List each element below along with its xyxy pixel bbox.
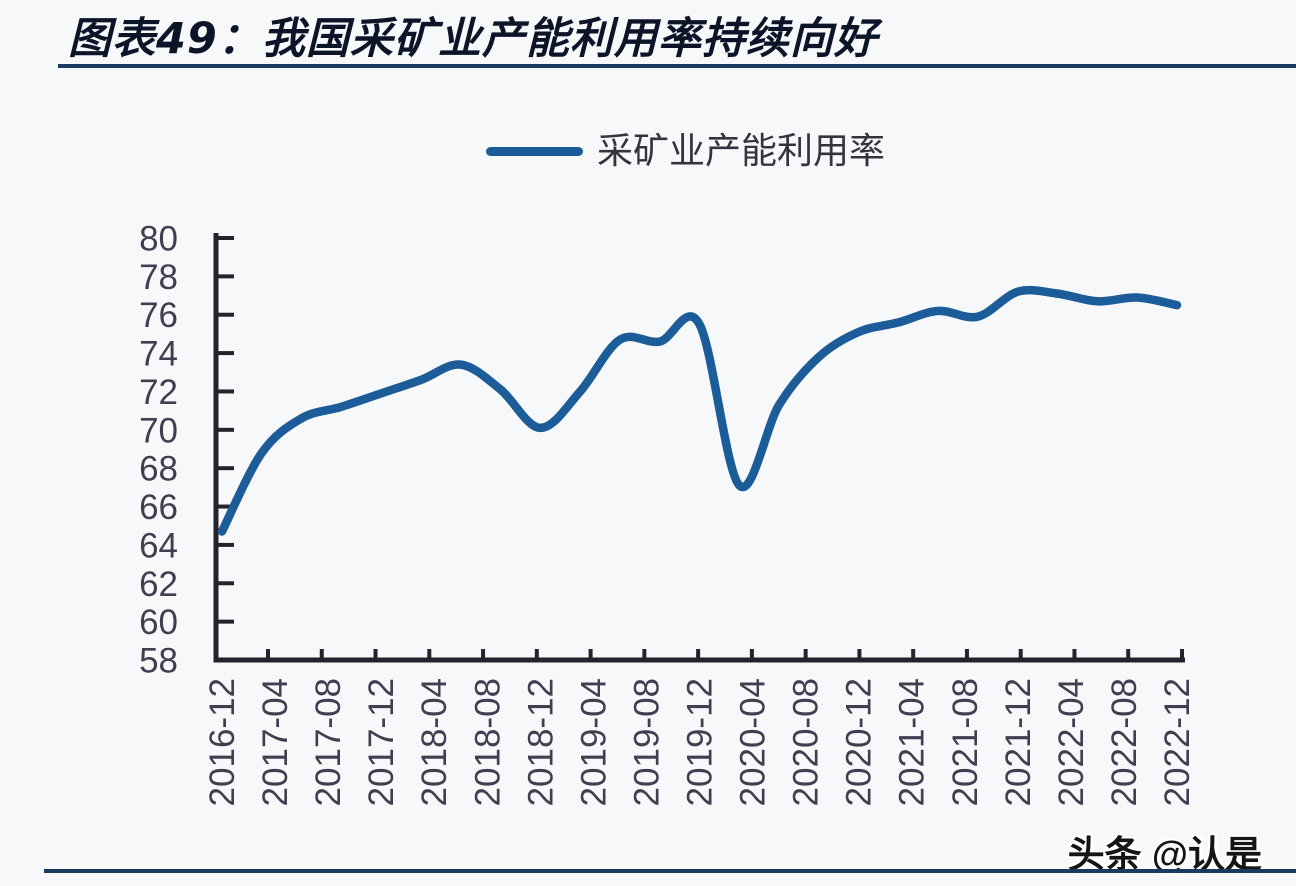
svg-text:80: 80 <box>139 220 178 259</box>
chart-legend: 采矿业产能利用率 <box>486 133 885 169</box>
svg-text:64: 64 <box>139 526 178 565</box>
svg-text:2018-04: 2018-04 <box>415 678 454 806</box>
title-divider <box>58 64 1296 68</box>
svg-text:2016-12: 2016-12 <box>203 678 242 806</box>
watermark: 头条 @认是 <box>1067 834 1262 875</box>
svg-text:2017-08: 2017-08 <box>309 678 348 806</box>
svg-text:72: 72 <box>139 373 178 412</box>
series-line <box>217 285 1182 536</box>
svg-text:2021-08: 2021-08 <box>946 678 985 806</box>
svg-text:2022-08: 2022-08 <box>1105 678 1144 806</box>
svg-text:2019-04: 2019-04 <box>574 678 613 806</box>
svg-text:2018-08: 2018-08 <box>468 678 507 806</box>
figure-title: 图表49：我国采矿业产能利用率持续向好 <box>68 14 878 64</box>
legend-line-swatch <box>486 146 583 156</box>
svg-text:2020-08: 2020-08 <box>787 678 826 806</box>
svg-text:68: 68 <box>139 450 178 489</box>
svg-text:2022-04: 2022-04 <box>1052 678 1091 806</box>
svg-text:2017-12: 2017-12 <box>362 678 401 806</box>
svg-text:2021-12: 2021-12 <box>999 678 1038 806</box>
svg-text:2018-12: 2018-12 <box>521 678 560 806</box>
svg-text:78: 78 <box>139 258 178 297</box>
svg-text:70: 70 <box>139 411 178 450</box>
svg-text:60: 60 <box>139 603 178 642</box>
svg-text:74: 74 <box>139 335 178 374</box>
svg-text:2019-08: 2019-08 <box>627 678 666 806</box>
legend-label: 采矿业产能利用率 <box>597 130 886 171</box>
svg-text:2020-12: 2020-12 <box>840 678 879 806</box>
bottom-divider <box>44 869 1296 873</box>
svg-text:2020-04: 2020-04 <box>734 678 773 806</box>
svg-text:58: 58 <box>139 642 178 681</box>
svg-text:2021-04: 2021-04 <box>893 678 932 806</box>
svg-text:62: 62 <box>139 565 178 604</box>
svg-text:2017-04: 2017-04 <box>256 678 295 806</box>
svg-text:66: 66 <box>139 488 178 527</box>
svg-text:2019-12: 2019-12 <box>681 678 720 806</box>
svg-text:76: 76 <box>139 296 178 335</box>
svg-text:2022-12: 2022-12 <box>1158 678 1197 806</box>
